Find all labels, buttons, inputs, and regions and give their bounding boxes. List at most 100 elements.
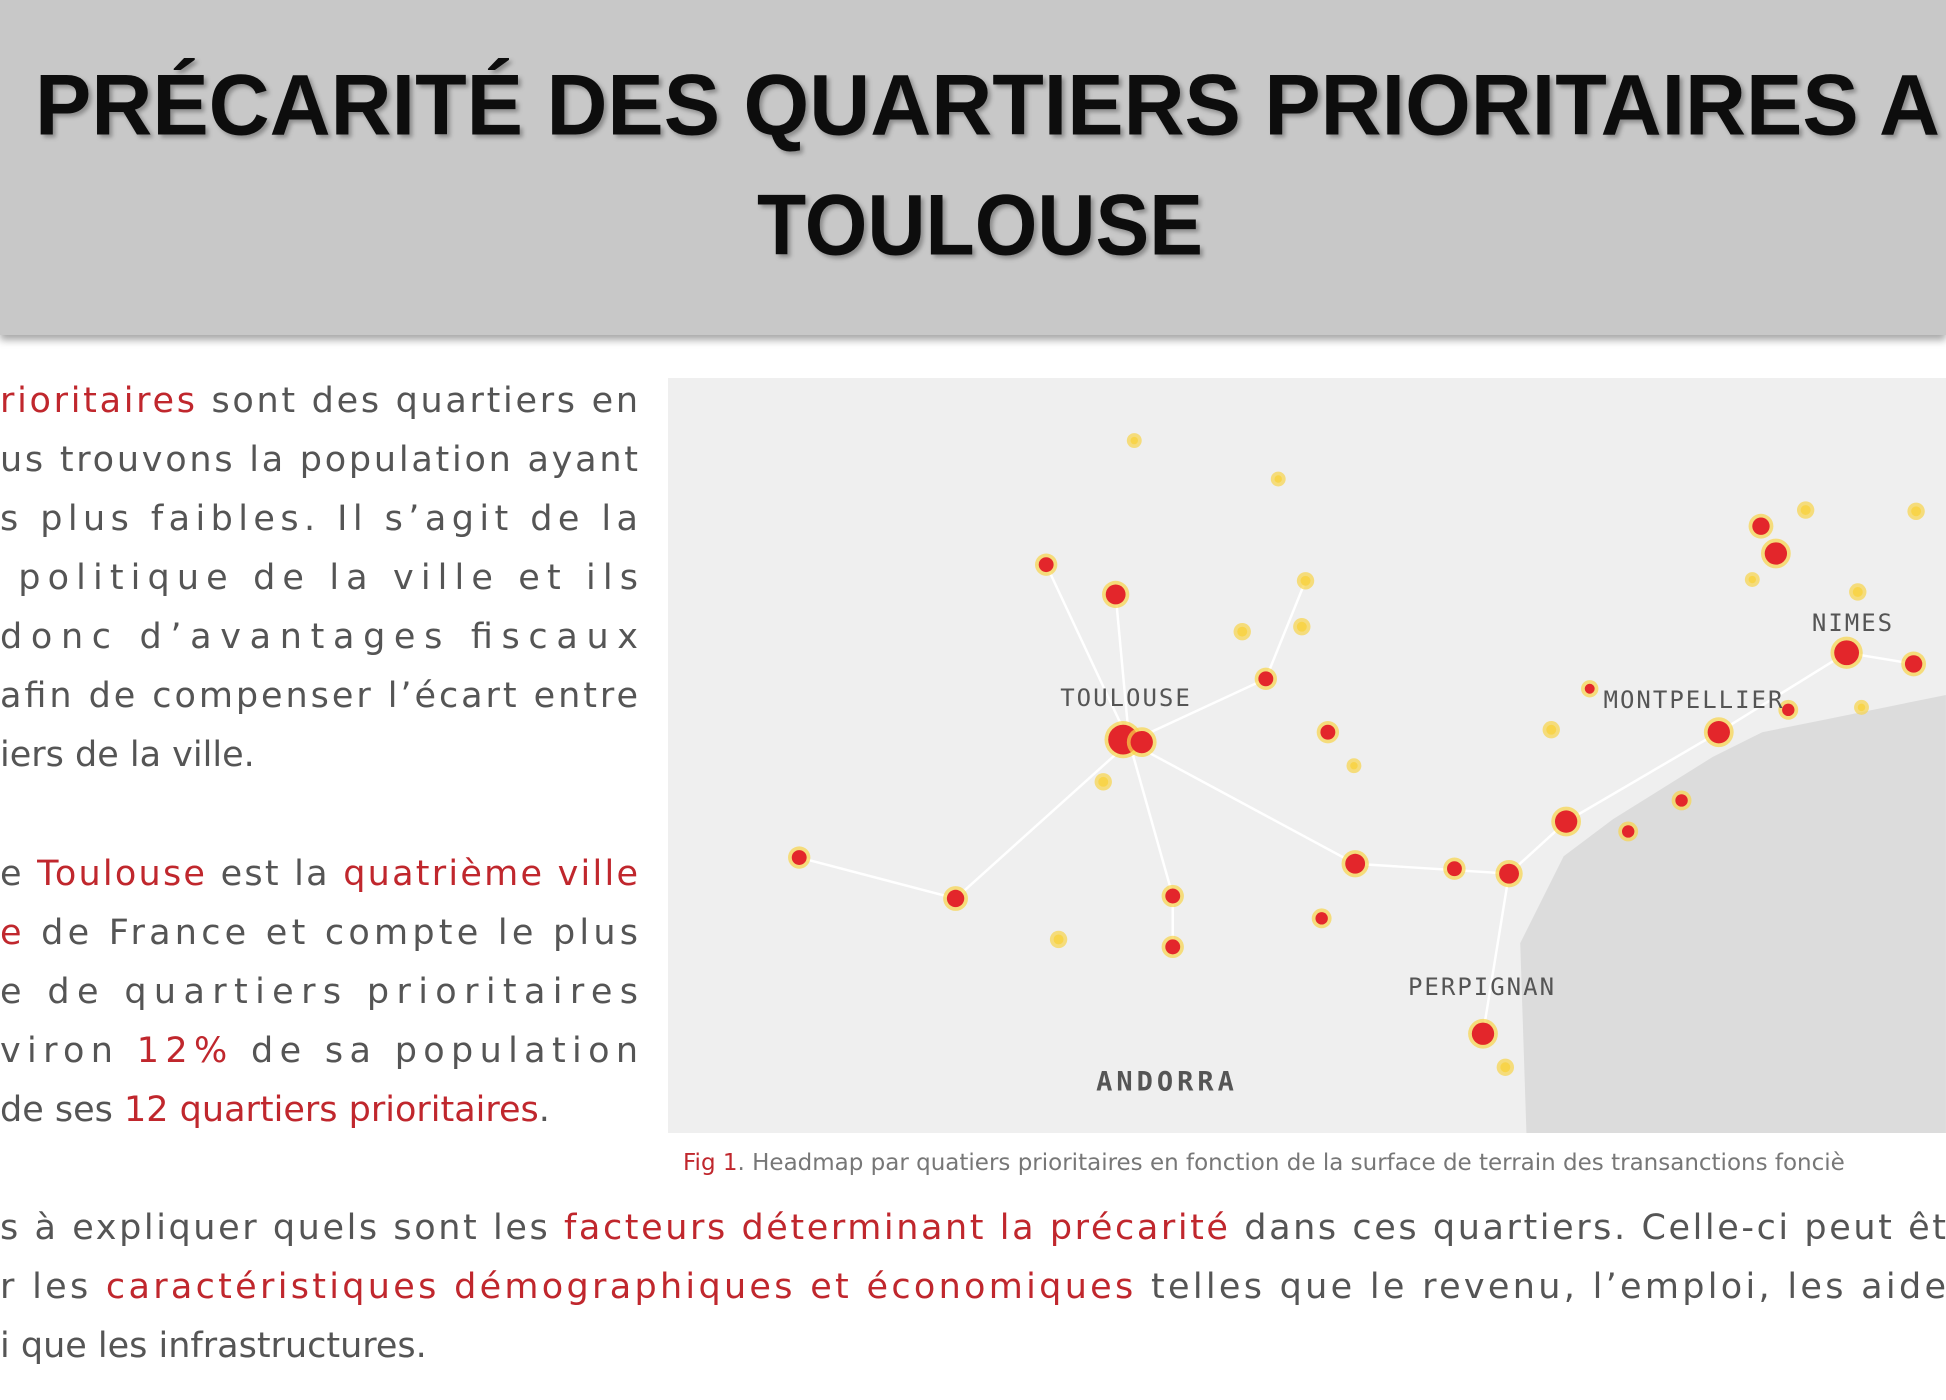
text-run: i que les infrastructures. [0,1326,427,1366]
figure-caption: Fig 1. Headmap par quatiers prioritaires… [683,1150,1845,1176]
dot [1546,724,1557,735]
text-run: de sa population [234,1031,638,1071]
map-label: TOULOUSE [1060,684,1192,712]
text-run: e [0,854,35,894]
dot [791,850,807,865]
dot [1098,776,1109,787]
dot [1296,621,1307,632]
text-line: us trouvons la population ayant [0,440,638,480]
text-line: e de France et compte le plus [0,913,638,953]
dot [1707,721,1730,744]
text-line: e de quartiers prioritaires [0,972,638,1012]
text-run: iers de la ville. [0,735,255,775]
text-run: us trouvons la population ayant [0,440,638,480]
dot [1904,655,1923,673]
dot [1345,853,1366,874]
map-label: NIMES [1812,609,1894,637]
map-label: PERPIGNAN [1408,973,1556,1001]
text-run: sont des quartiers en [198,381,638,421]
dot [1258,671,1274,687]
dot [1554,810,1578,833]
dot [1499,863,1519,884]
highlight: 12% [137,1031,227,1071]
dot [1584,683,1595,694]
text-run: de ses [0,1090,124,1130]
text-run: . Headmap par quatiers prioritaires en f… [738,1150,1845,1176]
dot [1675,794,1688,807]
map-label: MONTPELLIER [1604,686,1785,714]
map-art [788,433,1946,1134]
dot [1130,730,1153,754]
highlight: e [0,913,22,953]
text-run: s à expliquer quels sont les [0,1208,561,1248]
text-run: afin de compenser l’écart entre [0,676,638,716]
text-run: e de quartiers prioritaires [0,972,638,1012]
dot [1800,505,1811,516]
dot [1315,912,1328,925]
dot [1320,724,1336,740]
caption: Fig 1. Headmap par quatiers prioritaires… [683,1150,1845,1176]
text-run: dans ces quartiers. Celle-ci peut êt [1231,1208,1946,1248]
highlight: 12 quartiers prioritaires [124,1090,539,1130]
text-run: viron [0,1031,130,1071]
dot [1038,557,1054,573]
dot [1274,475,1282,483]
text-line: rioritaires sont des quartiers en [0,381,638,421]
sea [1520,694,1946,1134]
dot [1857,703,1866,712]
text-line: politique de la ville et ils [0,558,638,598]
text-line: s plus faibles. Il s’agit de la [0,499,638,539]
dot [1471,1022,1495,1045]
highlight: Fig 1 [683,1150,738,1176]
text-run: telles que le revenu, l’emploi, les aide [1137,1267,1946,1307]
dot [1852,586,1863,597]
dot [1764,542,1788,565]
dot [1105,584,1126,605]
dot [1300,575,1311,586]
dot [1621,825,1635,838]
dot [1911,506,1922,517]
dot [1834,640,1860,666]
highlight: quatrième ville [343,854,638,894]
dot [1500,1062,1511,1073]
dot [1748,575,1757,584]
text-run: donc d’avantages fiscaux [0,617,638,657]
map: TOULOUSE MONTPELLIER NIMES PERPIGNAN AND… [668,378,1946,1134]
text-line: i que les infrastructures. [0,1326,427,1366]
text-run: s plus faibles. Il s’agit de la [0,499,638,539]
highlight: facteurs déterminant la précarité [564,1208,1228,1248]
dot [1130,436,1138,445]
dot [1752,517,1770,535]
dot [1350,761,1358,770]
header-band [0,0,1946,335]
text-line: s à expliquer quels sont les facteurs dé… [0,1208,1946,1248]
dot [1053,934,1064,945]
dot [946,889,965,908]
text-run: de France et compte le plus [26,913,638,953]
text-run: . [539,1090,550,1130]
title: TOULOUSE [757,178,1203,274]
dot [1782,703,1795,717]
dot [1237,626,1248,637]
highlight: caractéristiques démographiques et écono… [106,1267,1133,1307]
heat-dots [788,433,1927,1076]
text-run: politique de la ville et ils [0,558,638,598]
text-line: de ses 12 quartiers prioritaires. [0,1090,550,1130]
text-run: r les [0,1267,103,1307]
dot [1447,861,1462,877]
highlight: Toulouse [36,854,205,894]
text-line: r les caractéristiques démographiques et… [0,1267,1946,1307]
text-line: afin de compenser l’écart entre [0,676,638,716]
dot [1165,888,1181,904]
text-run: est la [207,854,341,894]
text-line: donc d’avantages fiscaux [0,617,638,657]
text-line: iers de la ville. [0,735,255,775]
text-line: viron 12% de sa population [0,1031,638,1071]
title: PRÉCARITÉ DES QUARTIERS PRIORITAIRES A [35,58,1940,154]
dot [1165,939,1181,955]
map-label: ANDORRA [1096,1067,1238,1098]
highlight: rioritaires [0,381,195,421]
text-line: e Toulouse est la quatrième ville [0,854,638,894]
